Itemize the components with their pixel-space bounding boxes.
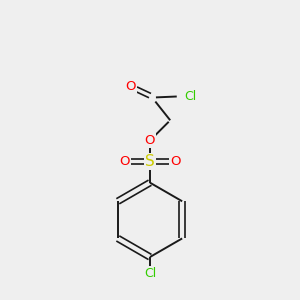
Text: O: O <box>125 80 136 93</box>
Text: O: O <box>170 155 181 168</box>
Text: S: S <box>145 154 155 169</box>
Text: Cl: Cl <box>144 267 156 280</box>
Text: O: O <box>145 134 155 147</box>
Text: Cl: Cl <box>184 90 196 103</box>
Text: O: O <box>119 155 130 168</box>
